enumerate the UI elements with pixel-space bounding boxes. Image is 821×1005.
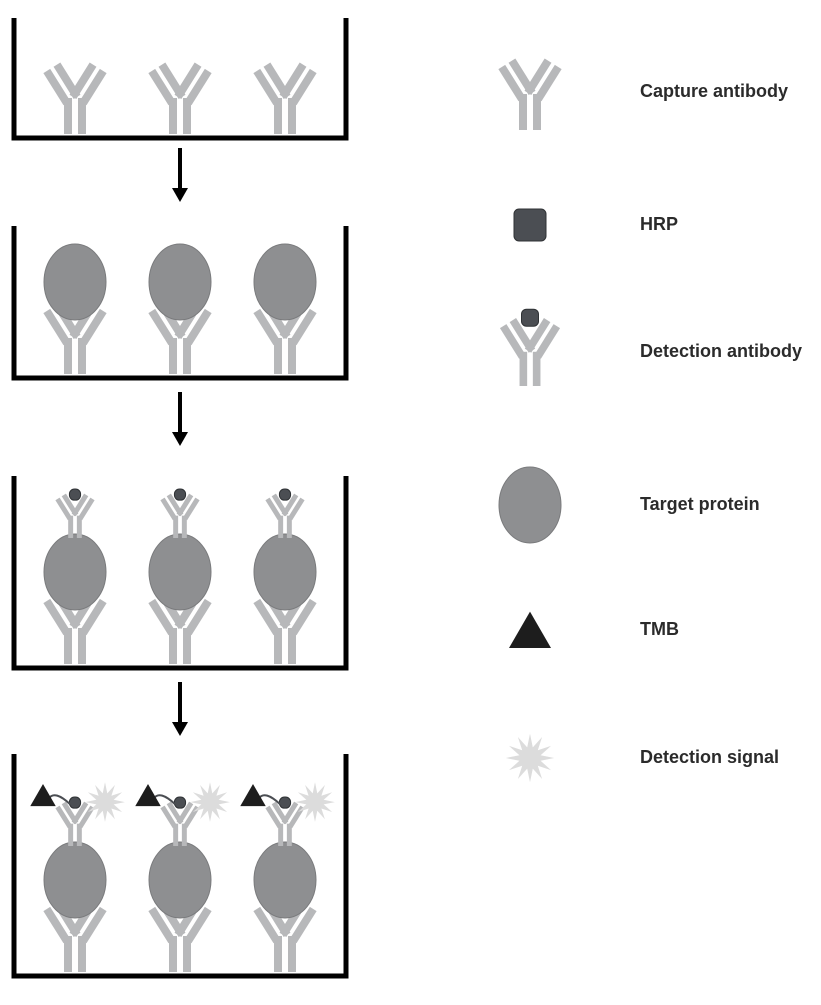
step-4 xyxy=(14,754,346,976)
legend-label: TMB xyxy=(640,619,679,640)
target-protein xyxy=(254,534,316,610)
hrp xyxy=(174,797,185,808)
hrp xyxy=(279,797,290,808)
tmb xyxy=(509,612,551,648)
flow-arrow xyxy=(172,392,188,446)
signal-burst xyxy=(506,734,554,782)
legend-item xyxy=(514,209,546,241)
legend-label: Capture antibody xyxy=(640,81,788,102)
hrp xyxy=(174,489,185,500)
target-protein xyxy=(44,534,106,610)
step-2 xyxy=(14,226,346,378)
target-protein xyxy=(44,244,106,320)
hrp xyxy=(279,489,290,500)
legend-label: Detection antibody xyxy=(640,341,802,362)
diagram-stage: Capture antibody HRP Detection antibody Tar… xyxy=(0,0,821,1000)
hrp xyxy=(522,309,539,326)
legend-item xyxy=(499,467,561,543)
antibody xyxy=(253,62,316,134)
antibody xyxy=(500,318,560,386)
signal-burst xyxy=(295,782,335,822)
signal-burst xyxy=(85,782,125,822)
legend-label: Detection signal xyxy=(640,747,779,768)
target-protein xyxy=(149,842,211,918)
legend-label: Target protein xyxy=(640,494,760,515)
legend-item xyxy=(500,309,560,386)
antibody xyxy=(148,62,211,134)
target-protein xyxy=(254,842,316,918)
legend xyxy=(498,58,561,782)
hrp xyxy=(69,489,80,500)
signal-burst xyxy=(190,782,230,822)
flow-arrow xyxy=(172,682,188,736)
target-protein xyxy=(254,244,316,320)
legend-label: HRP xyxy=(640,214,678,235)
step-1 xyxy=(14,18,346,138)
legend-item xyxy=(498,58,561,130)
legend-item xyxy=(509,612,551,648)
target-protein xyxy=(499,467,561,543)
legend-item xyxy=(506,734,554,782)
flow-arrow xyxy=(172,148,188,202)
target-protein xyxy=(44,842,106,918)
target-protein xyxy=(149,244,211,320)
step-3 xyxy=(14,476,346,668)
target-protein xyxy=(149,534,211,610)
antibody xyxy=(43,62,106,134)
hrp xyxy=(69,797,80,808)
antibody xyxy=(498,58,561,130)
hrp xyxy=(514,209,546,241)
